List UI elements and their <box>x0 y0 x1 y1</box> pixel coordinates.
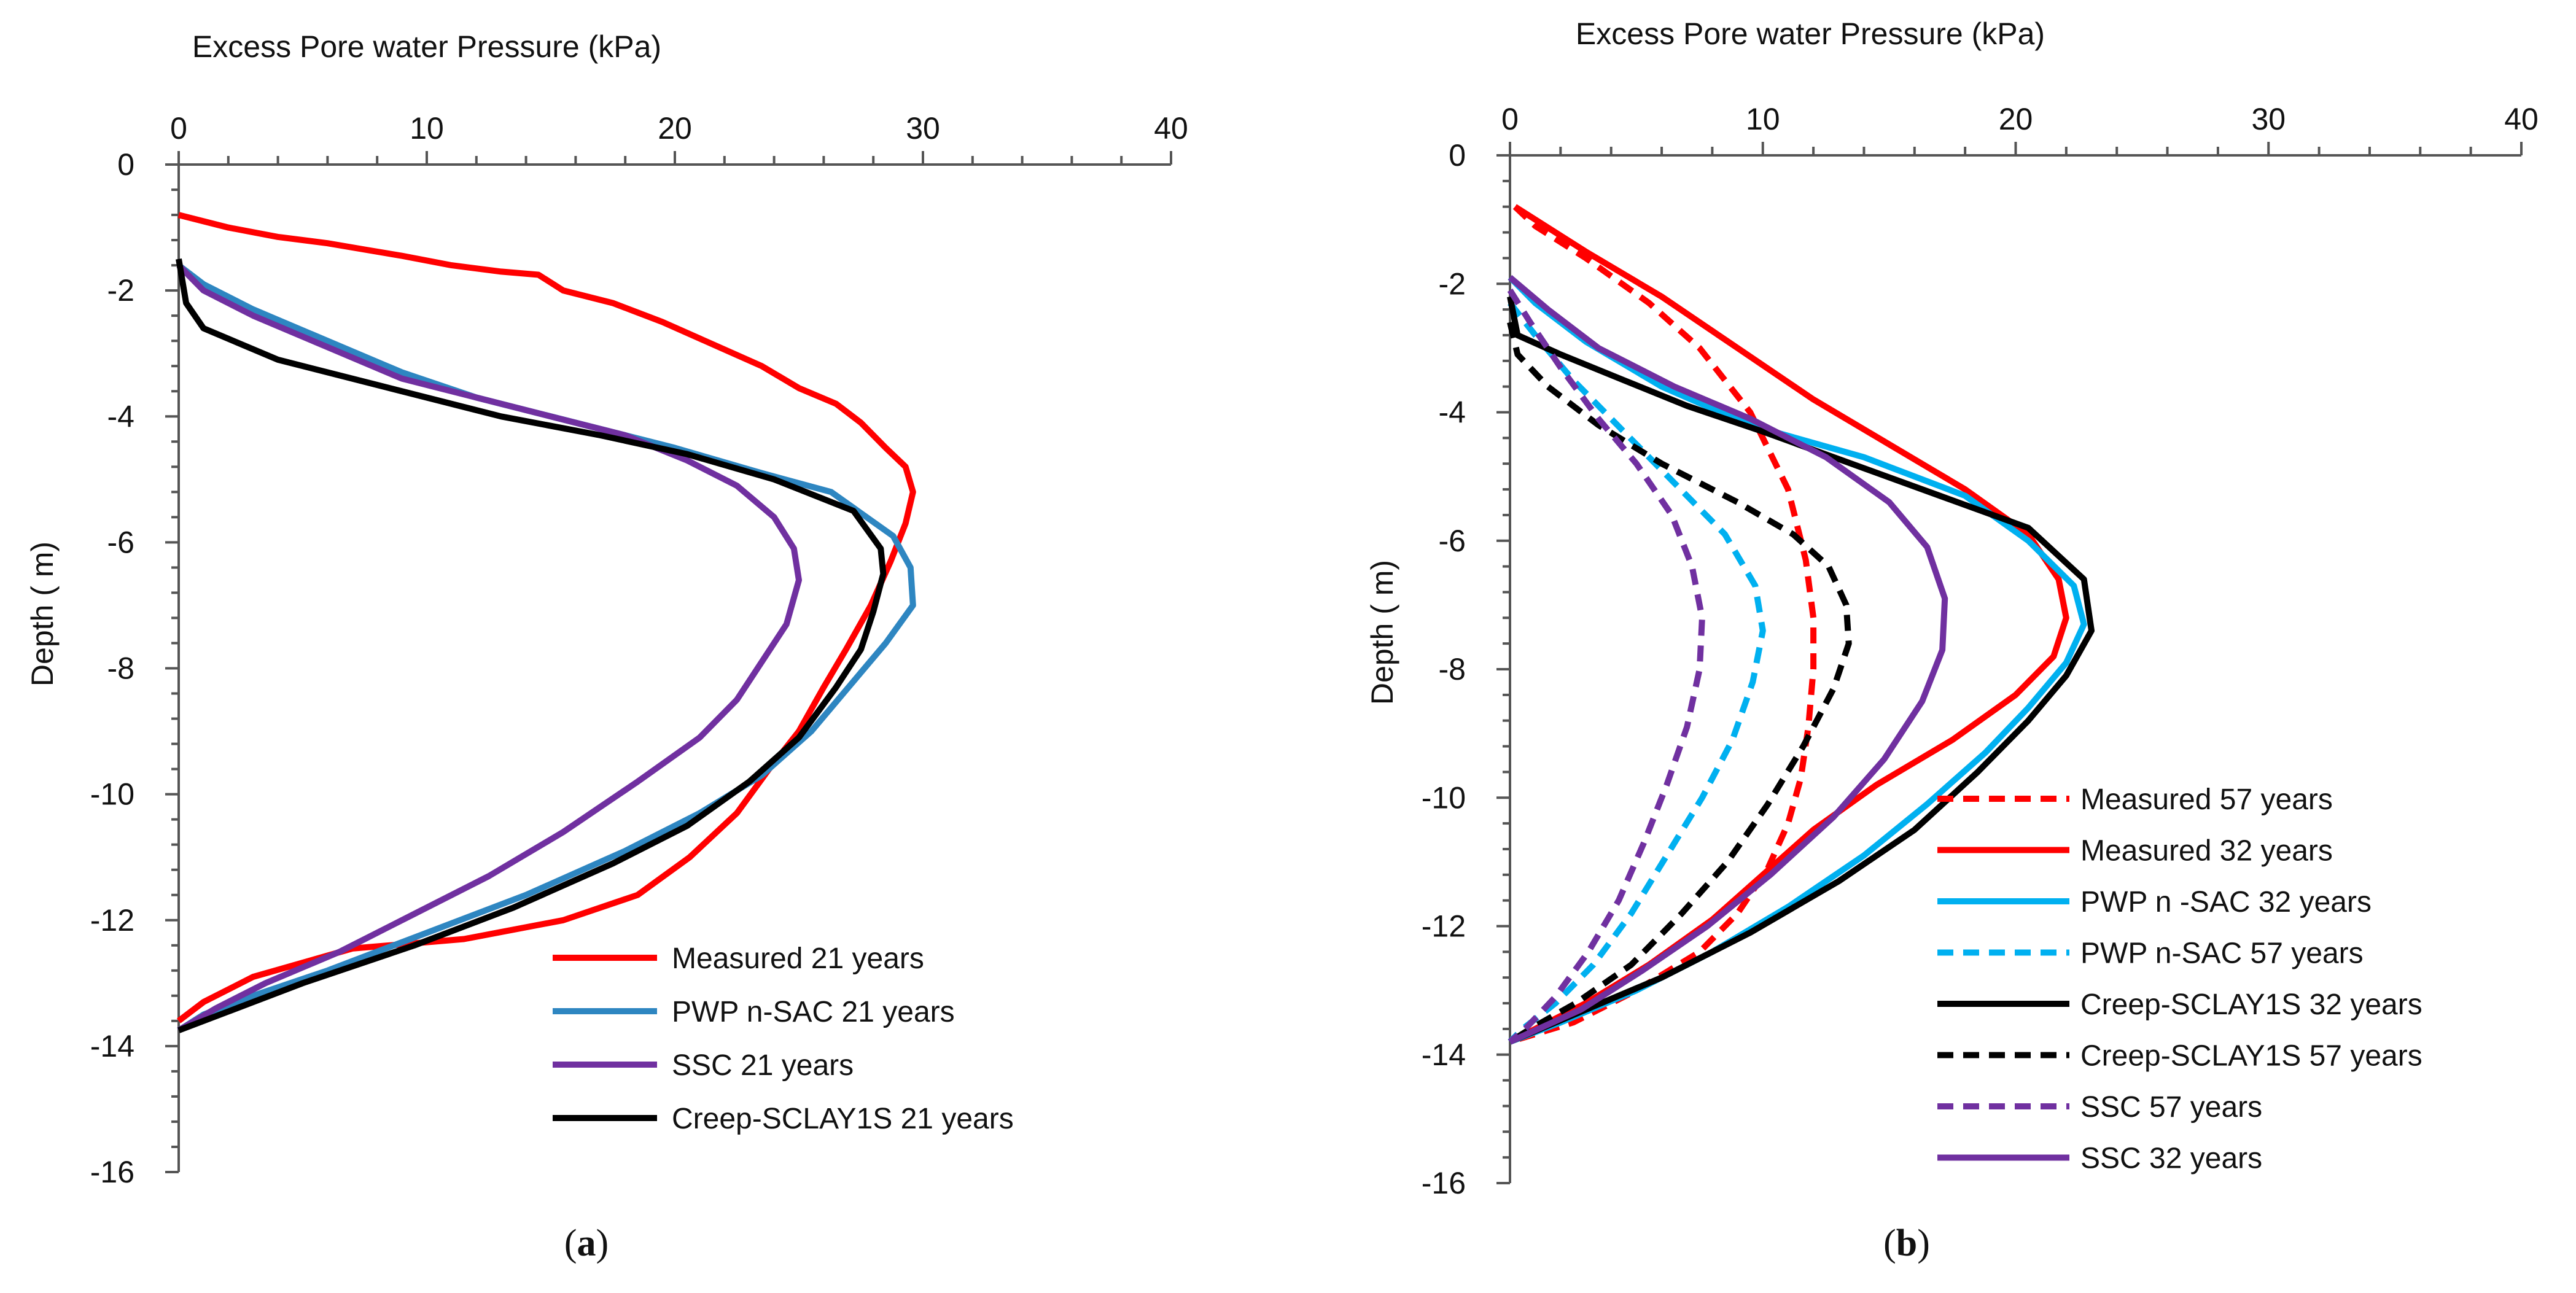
panel-a-y-tick-label: -8 <box>107 651 134 686</box>
panel-a-x-tick-label: 40 <box>1154 111 1188 146</box>
panel-a-axes: 0 10 20 30 40 0 -2 -4 -6 -8 -10 -12 -14 -16 <box>90 111 1188 1189</box>
panel-b-x-tick-label: 0 <box>1501 102 1519 136</box>
panel-b-series-creep-sclay1s-32-years <box>1507 296 2095 1045</box>
panel-b-y-tick-label: -6 <box>1439 524 1466 558</box>
panel-a-legend-label-creep-sclay1s-21-years: Creep-SCLAY1S 21 years <box>672 1103 1014 1135</box>
panel-b-legend-label-measured-57-years: Measured 57 years <box>2080 783 2333 816</box>
panel-b-y-tick-label: -12 <box>1422 909 1466 944</box>
panel-b-series-ssc-57-years <box>1507 289 1705 1044</box>
panel-b-caption-letter: b <box>1896 1222 1917 1264</box>
panel-a-series-measured-21-years <box>176 212 916 1023</box>
panel-b-chart: Excess Pore water Pressure (kPa) Depth (… <box>1365 17 2539 1264</box>
panel-b-y-axis-title: Depth ( m) <box>1365 560 1399 705</box>
panel-b-series-pwp-n-sac-57-years <box>1508 301 1766 1044</box>
panel-b-legend-label-measured-32-years: Measured 32 years <box>2080 835 2333 868</box>
panel-b-legend-label-pwp-n-sac-32-years: PWP n -SAC 32 years <box>2080 886 2372 918</box>
panel-b-y-tick-label: -2 <box>1439 266 1466 301</box>
panel-a-series-creep-sclay1s-21-years <box>176 258 887 1033</box>
panel-b-legend-label-creep-sclay1s-57-years: Creep-SCLAY1S 57 years <box>2080 1040 2422 1073</box>
panel-a-x-tick-label: 30 <box>906 111 940 146</box>
panel-a-caption: (a) <box>564 1222 609 1264</box>
panel-b-y-tick-label: -16 <box>1422 1166 1466 1200</box>
panel-b-legend-label-creep-sclay1s-32-years: Creep-SCLAY1S 32 years <box>2080 988 2422 1021</box>
panel-b-legend: Measured 57 years Measured 32 years PWP n … <box>1937 783 2422 1175</box>
panel-b-series-creep-sclay1s-57-years <box>1507 321 1852 1045</box>
panel-b-x-tick-label: 20 <box>1999 102 2033 136</box>
panel-a-series-group <box>176 212 916 1033</box>
panel-a-y-tick-label: -14 <box>90 1029 134 1063</box>
panel-a-legend: Measured 21 years PWP n-SAC 21 years SSC 2… <box>553 942 1014 1135</box>
panel-a-y-tick-label: -6 <box>107 525 134 559</box>
panel-b-legend-label-pwp-n-sac-57-years: PWP n-SAC 57 years <box>2080 938 2364 970</box>
panel-b-series-pwp-n-sac-32-years <box>1508 275 2087 1045</box>
panel-b-y-tick-label: -10 <box>1422 780 1466 815</box>
panel-a-x-tick-label: 20 <box>658 111 692 146</box>
panel-a-y-tick-label: -10 <box>90 777 134 812</box>
panel-a-legend-label-pwp-n-sac-21-years: PWP n-SAC 21 years <box>672 996 955 1028</box>
panel-b-x-tick-label: 30 <box>2251 102 2286 136</box>
panel-a-y-tick-label: -16 <box>90 1155 134 1189</box>
panel-a-legend-label-ssc-21-years: SSC 21 years <box>672 1049 854 1082</box>
panel-b-y-tick-label: -4 <box>1439 395 1466 430</box>
panel-a-y-tick-label: -2 <box>107 273 134 308</box>
panel-a-x-tick-label: 10 <box>410 111 444 146</box>
panel-b-series-measured-32-years <box>1508 204 2069 1045</box>
panel-a-series-pwp-n-sac-21-years <box>176 263 916 1033</box>
panel-a-x-tick-label: 0 <box>170 111 187 146</box>
panel-a-y-tick-label: -4 <box>107 399 134 433</box>
panel-b-series-measured-57-years <box>1509 204 1817 1045</box>
panel-b-legend-label-ssc-57-years: SSC 57 years <box>2080 1091 2262 1124</box>
panel-a-y-tick-label: -12 <box>90 903 134 938</box>
panel-b-series-ssc-32-years <box>1508 274 1948 1045</box>
panel-b-axes: 0 10 20 30 40 0 -2 -4 -6 -8 -10 -12 -14 -16 <box>1422 102 2539 1200</box>
panel-b-y-tick-label: -8 <box>1439 652 1466 686</box>
panel-a-y-tick-label: 0 <box>117 147 134 182</box>
panel-b-caption: (b) <box>1883 1222 1930 1264</box>
panel-b-x-tick-label: 40 <box>2504 102 2539 136</box>
panel-b-series-group <box>1507 204 2095 1045</box>
panel-b-x-axis-title: Excess Pore water Pressure (kPa) <box>1576 17 2045 51</box>
panel-a-y-axis-title: Depth ( m) <box>25 542 60 686</box>
panel-a-x-axis-title: Excess Pore water Pressure (kPa) <box>192 29 661 64</box>
panel-b-y-tick-label: -14 <box>1422 1038 1466 1072</box>
panel-b-x-tick-label: 10 <box>1746 102 1780 136</box>
panel-a-chart: Excess Pore water Pressure (kPa) Depth (… <box>25 29 1188 1264</box>
panel-b-legend-label-ssc-32-years: SSC 32 years <box>2080 1143 2262 1175</box>
panel-a-series-ssc-21-years <box>176 263 802 1033</box>
panel-a-legend-label-measured-21-years: Measured 21 years <box>672 942 924 975</box>
panel-b-y-tick-label: 0 <box>1449 138 1466 173</box>
panel-a-caption-letter: a <box>577 1222 596 1264</box>
